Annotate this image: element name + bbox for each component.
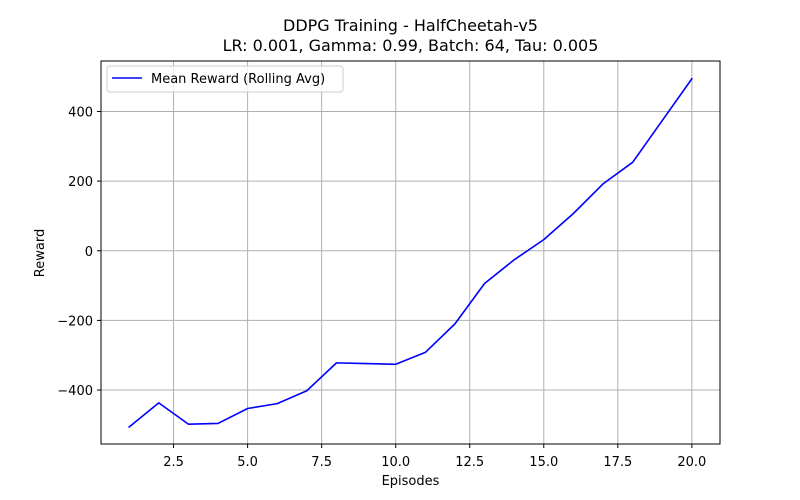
x-tick-label: 15.0 [529,455,558,470]
y-tick-label: 0 [85,245,93,260]
series-layer [128,77,693,429]
x-axis-label: Episodes [382,474,440,489]
legend-box [106,65,344,93]
y-tick-label: −400 [57,384,93,399]
legend-label: Mean Reward (Rolling Avg) [151,72,325,87]
y-tick-label: 200 [68,175,93,190]
grid-lines [101,61,720,444]
y-axis-ticks: −400 −200 0 200 400 [57,105,101,399]
x-tick-label: 10.0 [381,455,410,470]
x-tick-label: 5.0 [237,455,258,470]
y-tick-label: −200 [57,314,93,329]
x-tick-label: 2.5 [163,455,184,470]
series-line [128,77,693,429]
y-axis-label: Reward [33,229,48,277]
legend: Mean Reward (Rolling Avg) [106,65,344,93]
chart-subtitle: LR: 0.001, Gamma: 0.99, Batch: 64, Tau: … [223,36,599,55]
plot-frame [100,60,721,445]
x-tick-label: 20.0 [677,455,706,470]
x-axis-ticks: 2.5 5.0 7.5 10.0 12.5 15.0 17.5 20.0 [163,444,706,470]
chart-title: DDPG Training - HalfCheetah-v5 [283,16,538,35]
x-tick-label: 12.5 [455,455,484,470]
y-tick-label: 400 [68,105,93,120]
x-tick-label: 17.5 [603,455,632,470]
x-tick-label: 7.5 [311,455,332,470]
